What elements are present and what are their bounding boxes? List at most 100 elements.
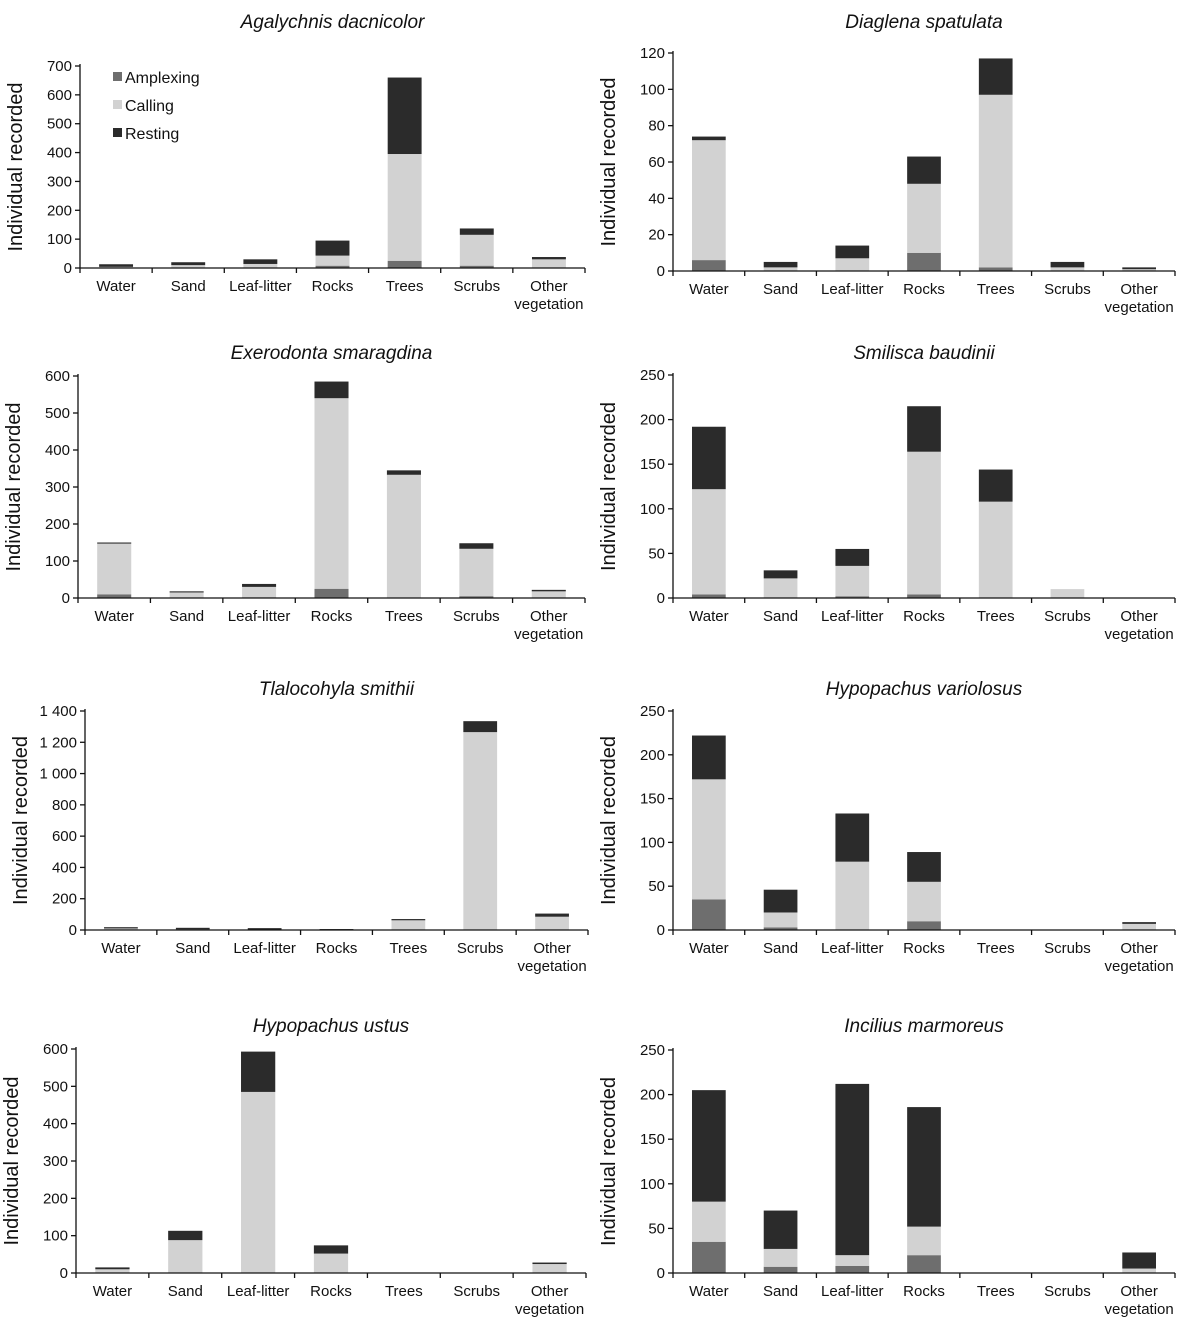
bar-sand-amplexing [763, 1266, 798, 1273]
bar-rocks-resting [907, 156, 941, 184]
bar-other-vegetation-calling [1122, 269, 1156, 271]
y-axis-label: Individual recorded [598, 402, 620, 571]
x-tick-label: Rocks [903, 940, 945, 957]
y-tick-label: 600 [52, 828, 77, 845]
legend-label-calling: Calling [125, 98, 174, 115]
bar-water-resting [692, 735, 726, 780]
x-tick-label: Water [101, 940, 140, 957]
bar-water-calling [692, 489, 726, 595]
y-tick-label: 120 [640, 45, 665, 62]
y-tick-label: 500 [45, 405, 70, 422]
bar-scrubs-calling [463, 732, 498, 930]
x-tick-label: Scrubs [457, 940, 504, 957]
bar-rocks-amplexing [314, 588, 349, 598]
bar-scrubs-resting [459, 543, 494, 549]
legend-label-resting: Resting [125, 126, 179, 143]
bar-scrubs-calling [1050, 589, 1085, 598]
bar-trees-resting [391, 919, 426, 921]
x-tick-label: Other vegetation [514, 608, 583, 643]
bar-other-vegetation-calling [531, 591, 566, 598]
y-tick-label: 600 [47, 87, 72, 104]
x-tick-label: Leaf-litter [229, 278, 292, 295]
x-tick-label: Other vegetation [1105, 608, 1174, 643]
x-tick-label: Rocks [312, 278, 354, 295]
y-tick-label: 200 [45, 516, 70, 533]
bar-trees-calling [391, 920, 426, 930]
bar-sand-resting [763, 889, 798, 913]
bar-water-resting [692, 1090, 726, 1202]
bar-rocks-amplexing [907, 594, 941, 598]
bar-sand-resting [763, 1210, 798, 1249]
x-tick-label: Trees [389, 940, 427, 957]
bar-other-vegetation-resting [1122, 267, 1156, 270]
chart-agalychnis-dacnicolor: Agalychnis dacnicolor Individual recorded… [5, 12, 586, 313]
y-tick-label: 0 [62, 590, 70, 607]
y-tick-label: 0 [657, 1265, 665, 1282]
chart-title: Agalychnis dacnicolor [240, 12, 425, 33]
bar-rocks-resting [314, 381, 349, 399]
bar-rocks-amplexing [907, 921, 941, 930]
bar-trees-calling [978, 501, 1013, 598]
bar-sand-calling [763, 912, 798, 928]
y-tick-label: 800 [52, 797, 77, 814]
y-tick-label: 100 [43, 1228, 68, 1245]
chart-smilisca-baudinii: Smilisca baudinii Individual recorded 0 50 1… [598, 343, 1176, 643]
bar-other-vegetation-calling [1122, 923, 1156, 930]
x-tick-label: Rocks [903, 608, 945, 625]
bar-sand-calling [171, 265, 206, 268]
bar-leaf-litter-resting [835, 245, 870, 259]
x-tick-label: Rocks [310, 1283, 352, 1300]
bar-other-vegetation-resting [531, 257, 566, 260]
legend-swatch-resting [113, 128, 122, 137]
y-tick-label: 250 [640, 1042, 665, 1059]
bar-water-calling [99, 266, 134, 268]
y-tick-label: 60 [648, 154, 665, 171]
x-tick-label: Sand [763, 608, 798, 625]
bar-other-vegetation-calling [531, 259, 566, 268]
bar-water-resting [692, 136, 726, 141]
y-axis-label: Individual recorded [1, 1077, 23, 1246]
x-tick-label: Water [689, 1283, 728, 1300]
y-tick-label: 250 [640, 367, 665, 384]
y-tick-label: 1 000 [39, 766, 77, 783]
bar-rocks-calling [907, 183, 941, 253]
bar-leaf-litter-resting [241, 1051, 276, 1092]
chart-incilius-marmoreus: Incilius marmoreus Individual recorded 0 50… [598, 1016, 1176, 1318]
y-tick-label: 1 200 [39, 734, 77, 751]
bar-leaf-litter-resting [835, 1083, 870, 1256]
x-tick-label: Sand [171, 278, 206, 295]
bar-other-vegetation-resting [531, 589, 566, 592]
x-tick-label: Sand [763, 1283, 798, 1300]
bar-leaf-litter-resting [243, 259, 278, 264]
x-tick-label: Leaf-litter [227, 1283, 290, 1300]
bar-trees-resting [387, 77, 422, 155]
bar-trees-amplexing [978, 267, 1013, 271]
bar-rocks-resting [315, 240, 350, 256]
y-tick-label: 100 [640, 501, 665, 518]
x-tick-label: Leaf-litter [821, 608, 884, 625]
bar-leaf-litter-calling [835, 565, 870, 597]
y-tick-label: 50 [648, 1220, 665, 1237]
y-tick-label: 200 [640, 412, 665, 429]
y-tick-label: 500 [47, 116, 72, 133]
x-tick-label: Sand [175, 940, 210, 957]
x-tick-label: Water [689, 281, 728, 298]
bar-sand-resting [171, 262, 206, 266]
bar-trees-resting [978, 58, 1013, 95]
y-axis-label: Individual recorded [10, 736, 32, 905]
bar-water-calling [97, 543, 132, 595]
bar-leaf-litter-resting [242, 583, 277, 587]
bar-rocks-calling [313, 1253, 349, 1273]
x-tick-label: Trees [977, 1283, 1015, 1300]
x-tick-label: Scrubs [453, 1283, 500, 1300]
y-tick-label: 200 [43, 1190, 68, 1207]
chart-diaglena-spatulata: Diaglena spatulata Individual recorded 0 20… [598, 12, 1176, 316]
y-tick-label: 400 [52, 859, 77, 876]
bar-water-amplexing [97, 594, 132, 598]
bar-trees-calling [387, 154, 422, 261]
x-tick-label: Scrubs [1044, 281, 1091, 298]
bar-sand-resting [763, 570, 798, 579]
bar-water-amplexing [692, 260, 726, 271]
x-tick-label: Water [689, 608, 728, 625]
